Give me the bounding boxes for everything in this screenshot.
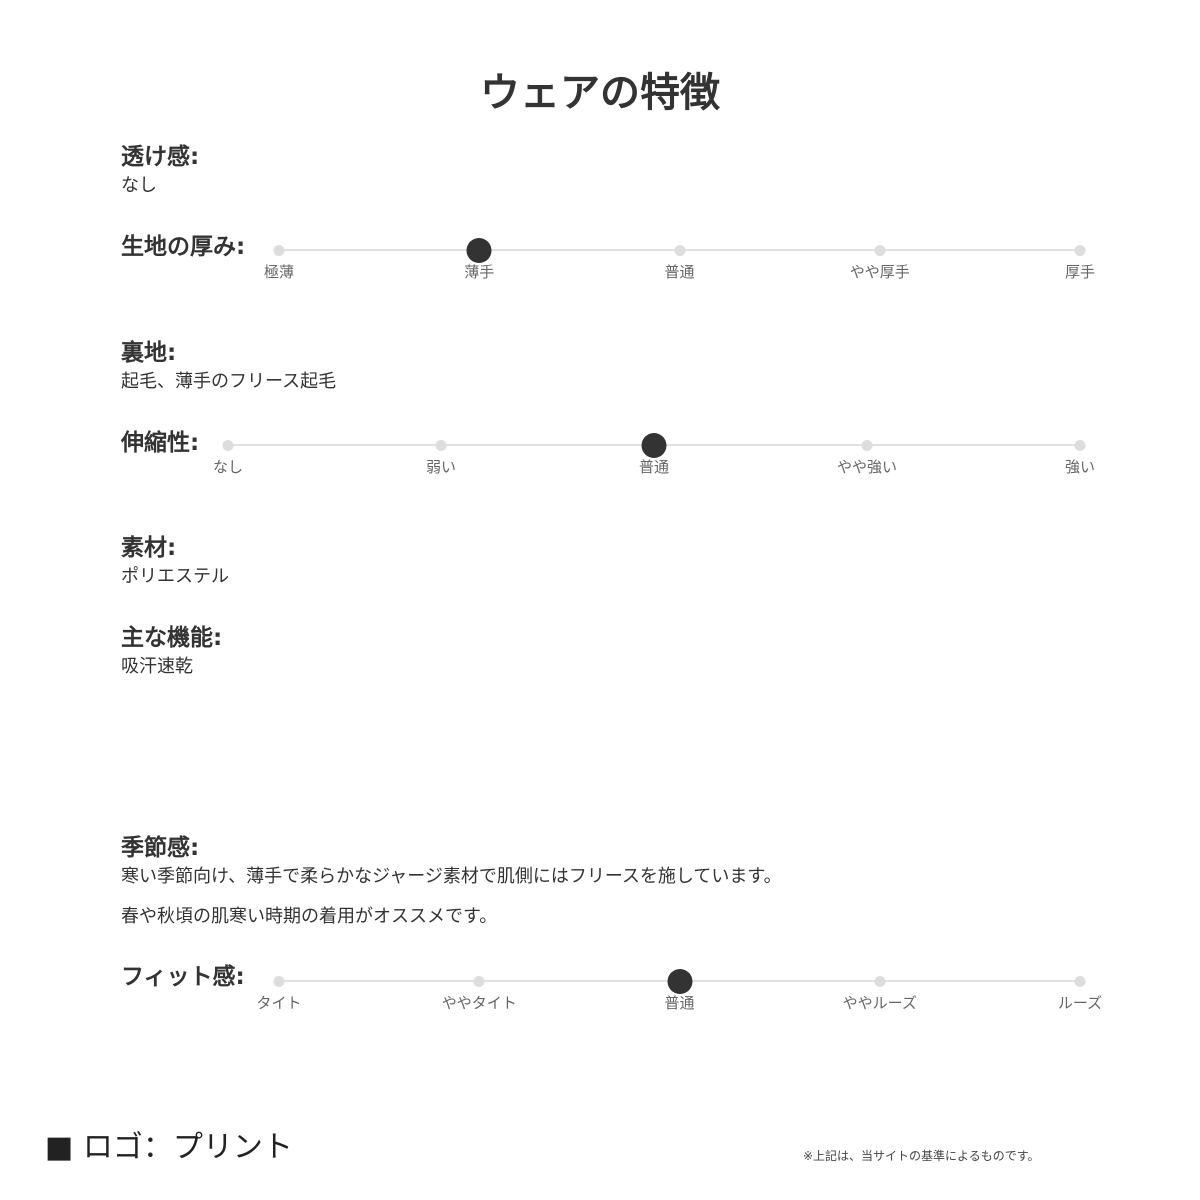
fit-heading: フィット感: <box>121 964 245 990</box>
scale-marker-selected <box>667 968 692 994</box>
sheerness-value: なし <box>121 175 157 196</box>
scale-marker <box>874 975 886 987</box>
season-line-2: 春や秋頃の肌寒い時期の着用がオススメです。 <box>121 906 498 927</box>
scale-label: 普通 <box>664 263 695 281</box>
thickness-scale: 極薄 薄手 普通 やや厚手 厚手 <box>264 237 1095 289</box>
scale-label: ややタイト <box>441 994 517 1012</box>
scale-label: 普通 <box>638 458 670 476</box>
scale-marker <box>1074 975 1086 987</box>
scale-marker <box>861 439 873 451</box>
function-heading: 主な機能: <box>121 625 223 651</box>
scale-label: タイト <box>256 994 302 1012</box>
scale-label: なし <box>212 458 244 476</box>
season-heading: 季節感: <box>121 835 200 861</box>
sheerness-heading: 透け感: <box>121 144 200 170</box>
logo-info: ■ ロゴ：プリント <box>45 1130 293 1165</box>
scale-label: ルーズ <box>1057 994 1103 1012</box>
scale-marker <box>473 975 485 987</box>
lining-value: 起毛、薄手のフリース起毛 <box>121 371 337 392</box>
page-title: ウェアの特徴 <box>480 70 720 116</box>
scale-label: 強い <box>1064 458 1096 476</box>
scale-marker <box>1074 439 1086 451</box>
scale-marker <box>435 439 447 451</box>
scale-marker <box>1074 244 1086 256</box>
scale-marker-selected <box>466 237 492 263</box>
scale-label: 極薄 <box>263 263 295 281</box>
scale-label: やや強い <box>836 458 898 476</box>
fit-scale: タイト ややタイト 普通 ややルーズ ルーズ <box>256 968 1102 1020</box>
scale-marker <box>273 975 285 987</box>
scale-marker-selected <box>641 432 667 458</box>
scale-label: やや厚手 <box>849 263 910 281</box>
lining-heading: 裏地: <box>121 340 177 366</box>
material-heading: 素材: <box>121 535 177 561</box>
scale-label: ややルーズ <box>842 994 917 1012</box>
scale-label: 普通 <box>664 994 695 1012</box>
stretch-scale: なし 弱い 普通 やや強い 強い <box>213 432 1095 484</box>
scale-marker <box>874 244 886 256</box>
material-value: ポリエステル <box>121 566 229 587</box>
season-line-1: 寒い季節向け、薄手で柔らかなジャージ素材で肌側にはフリースを施しています。 <box>121 866 782 887</box>
function-value: 吸汗速乾 <box>121 656 193 677</box>
thickness-heading: 生地の厚み: <box>121 234 246 260</box>
scale-label: 薄手 <box>464 263 495 281</box>
scale-label: 弱い <box>425 458 457 476</box>
scale-marker <box>273 244 285 256</box>
scale-marker <box>222 439 234 451</box>
footnote: ※上記は、当サイトの基準によるものです。 <box>803 1149 1040 1163</box>
scale-label: 厚手 <box>1064 263 1096 281</box>
scale-marker <box>674 244 685 256</box>
stretch-heading: 伸縮性: <box>121 430 200 456</box>
